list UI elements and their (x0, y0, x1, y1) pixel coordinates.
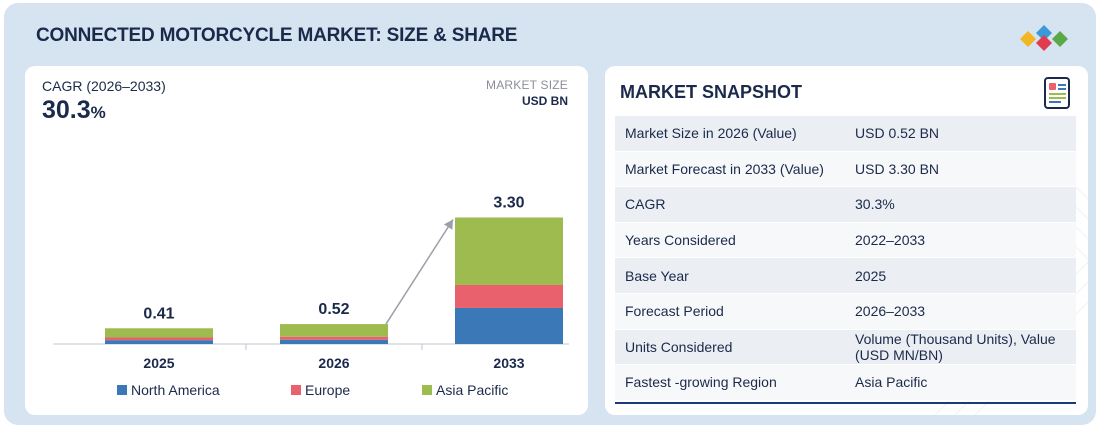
bar-total-label: 0.41 (143, 305, 174, 322)
growth-arrow-line (385, 219, 454, 325)
legend-label: Asia Pacific (436, 382, 509, 398)
snapshot-row: Market Forecast in 2033 (Value) USD 3.30 … (615, 151, 1076, 188)
cagr-percent-sign: % (90, 103, 106, 122)
snapshot-row-key: Base Year (625, 267, 689, 284)
chart-panel: CAGR (2026–2033) 30.3% MARKET SIZE USD B… (25, 66, 588, 415)
stacked-bar-chart: 0.41 2025 0.52 2026 3.30 2033 (53, 195, 569, 371)
snapshot-row-value: 2025 (855, 267, 887, 284)
snapshot-row-key: Units Considered (625, 338, 733, 355)
cagr-value: 30.3% (42, 96, 106, 125)
legend-label: North America (131, 382, 220, 398)
bar-total-label: 3.30 (493, 195, 524, 212)
snapshot-row-value: Volume (Thousand Units), Value (USD MN/B… (855, 330, 1056, 363)
bar-2033-north-america (455, 307, 563, 344)
snapshot-row-value: 2022–2033 (855, 232, 926, 249)
legend-item-north-america: North America (117, 382, 220, 398)
snapshot-row-key: Years Considered (625, 232, 736, 249)
legend-label: Europe (305, 382, 351, 398)
snapshot-row: Base Year 2025 (615, 258, 1076, 294)
bar-2033-asia-pacific (455, 217, 563, 285)
snapshot-title: MARKET SNAPSHOT (620, 82, 803, 102)
page-frame: CONNECTED MOTORCYCLE MARKET: SIZE & SHAR… (4, 3, 1096, 425)
snapshot-row: Market Size in 2026 (Value) USD 0.52 BN (615, 116, 1076, 152)
market-snapshot-panel: MARKET SNAPSHOT Market Size in 2026 (Val… (605, 66, 1088, 415)
legend-item-asia-pacific: Asia Pacific (422, 382, 508, 398)
bar-2026-north-america (280, 339, 388, 344)
snapshot-row: CAGR 30.3% (615, 187, 1076, 223)
bar-2026-europe (280, 336, 388, 340)
snapshot-row: Fastest -growing Region Asia Pacific (615, 365, 1076, 401)
legend-swatch (117, 385, 127, 395)
market-size-label: MARKET SIZE (486, 78, 568, 92)
page-title: CONNECTED MOTORCYCLE MARKET: SIZE & SHAR… (36, 25, 518, 46)
x-tick-label: 2026 (318, 355, 349, 371)
cagr-label: CAGR (2026–2033) (42, 78, 166, 94)
legend-item-europe: Europe (291, 382, 350, 398)
report-icon (1044, 77, 1070, 109)
bar-2025-europe (105, 337, 213, 341)
bar-2025-north-america (105, 340, 213, 344)
growth-arrow-head-icon (443, 219, 453, 230)
chart-legend: North America Europe Asia Pacific (25, 382, 588, 402)
snapshot-row-value: 30.3% (855, 196, 895, 213)
snapshot-row-key: CAGR (625, 196, 666, 213)
snapshot-row-key: Market Forecast in 2033 (Value) (625, 160, 824, 177)
snapshot-table-bottom-rule (615, 402, 1076, 404)
snapshot-row-key: Forecast Period (625, 303, 724, 320)
x-tick-label: 2033 (493, 355, 524, 371)
market-size-unit: USD BN (521, 94, 568, 108)
legend-swatch (422, 385, 432, 395)
bar-2026-asia-pacific (280, 324, 388, 337)
snapshot-row: Units Considered Volume (Thousand Units),… (615, 329, 1076, 366)
bar-total-label: 0.52 (318, 301, 349, 318)
cagr-number: 30.3 (42, 96, 91, 124)
brand-logo-icon (1020, 25, 1068, 51)
snapshot-row-value: Asia Pacific (855, 374, 928, 391)
snapshot-row: Forecast Period 2026–2033 (615, 293, 1076, 330)
x-tick-label: 2025 (143, 355, 174, 371)
snapshot-row-value: USD 0.52 BN (855, 125, 940, 142)
legend-swatch (291, 385, 301, 395)
snapshot-row-key: Market Size in 2026 (Value) (625, 125, 797, 142)
snapshot-row-value: 2026–2033 (855, 303, 926, 320)
snapshot-row-key: Fastest -growing Region (625, 374, 777, 391)
bar-2033-europe (455, 284, 563, 308)
snapshot-row: Years Considered 2022–2033 (615, 222, 1076, 259)
bar-2025-asia-pacific (105, 328, 213, 338)
snapshot-table: Market Size in 2026 (Value) USD 0.52 BN Ma… (615, 116, 1076, 401)
snapshot-row-value: USD 3.30 BN (855, 160, 940, 177)
